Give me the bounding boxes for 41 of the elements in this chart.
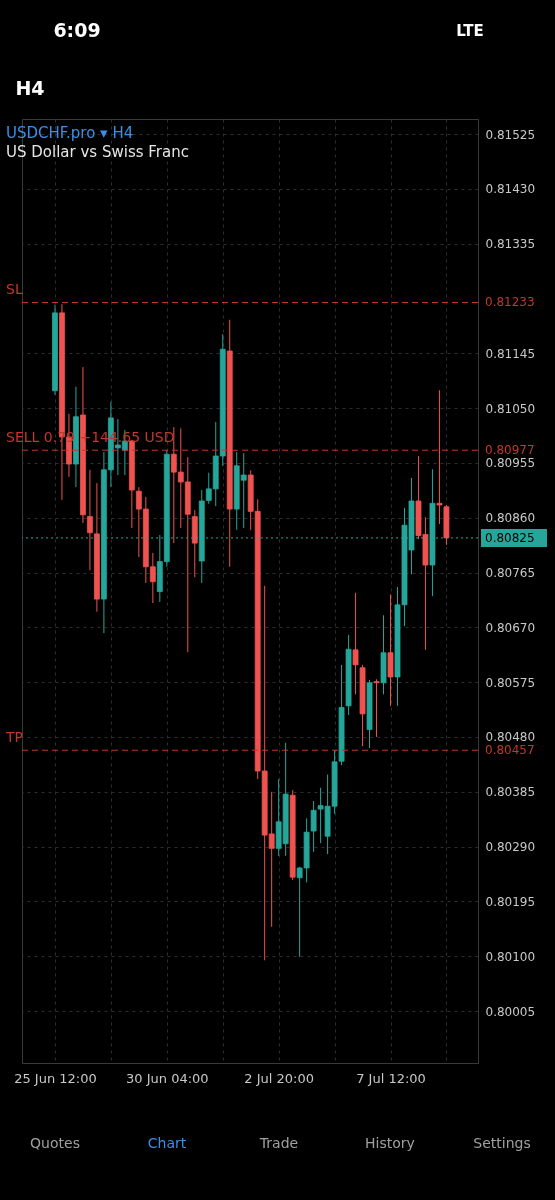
text: Trade	[258, 1135, 299, 1151]
x-tick-label: 2 Jul 20:00	[244, 1070, 315, 1086]
candlestick	[436, 389, 443, 525]
candlestick	[352, 592, 359, 695]
ref-line-label: TP	[5, 729, 23, 746]
y-tick-label: 0.80100	[485, 949, 536, 964]
text: 0.80457	[485, 743, 535, 758]
x-tick-label: 25 Jun 12:00	[14, 1070, 97, 1086]
y-tick-label: 0.80385	[485, 785, 536, 800]
y-tick-label: 0.80765	[485, 566, 536, 581]
text: Settings	[473, 1135, 531, 1151]
candlestick	[373, 678, 380, 738]
x-tick-label: 7 Jul 12:00	[356, 1070, 426, 1086]
text: H4	[15, 77, 45, 99]
y-tick-label: 0.80670	[485, 620, 536, 635]
y-tick-label: 0.80290	[485, 840, 536, 855]
text: 0.80825	[485, 530, 535, 545]
text: LTE	[456, 22, 484, 40]
text: Quotes	[30, 1135, 80, 1151]
text: History	[365, 1135, 415, 1151]
y-tick-label: 0.80195	[485, 894, 536, 909]
text: US Dollar vs Swiss Franc	[6, 143, 189, 161]
y-tick-label: 0.80480	[485, 730, 536, 745]
candlestick	[87, 469, 93, 571]
chart-title: USDCHF.pro ▾ H4	[6, 124, 134, 142]
candlestick	[310, 800, 317, 853]
y-tick-label: 0.81050	[485, 401, 536, 416]
text: 0.80977	[485, 443, 535, 458]
y-tick-label: 0.80575	[485, 675, 536, 690]
ref-line-label: SL	[6, 281, 23, 298]
y-tick-label: 0.80005	[485, 1004, 536, 1019]
y-tick-label: 0.80955	[485, 456, 536, 471]
text: 6:09	[53, 19, 101, 41]
y-tick-label: 0.80860	[485, 511, 536, 526]
x-tick-label: 30 Jun 04:00	[126, 1070, 209, 1086]
text: Chart	[147, 1135, 187, 1151]
y-tick-label: 0.81430	[485, 182, 536, 197]
y-tick-label: 0.81525	[485, 127, 536, 142]
y-tick-label: 0.81335	[485, 237, 536, 252]
text: 0.81233	[485, 295, 535, 310]
y-tick-label: 0.81145	[485, 346, 536, 361]
